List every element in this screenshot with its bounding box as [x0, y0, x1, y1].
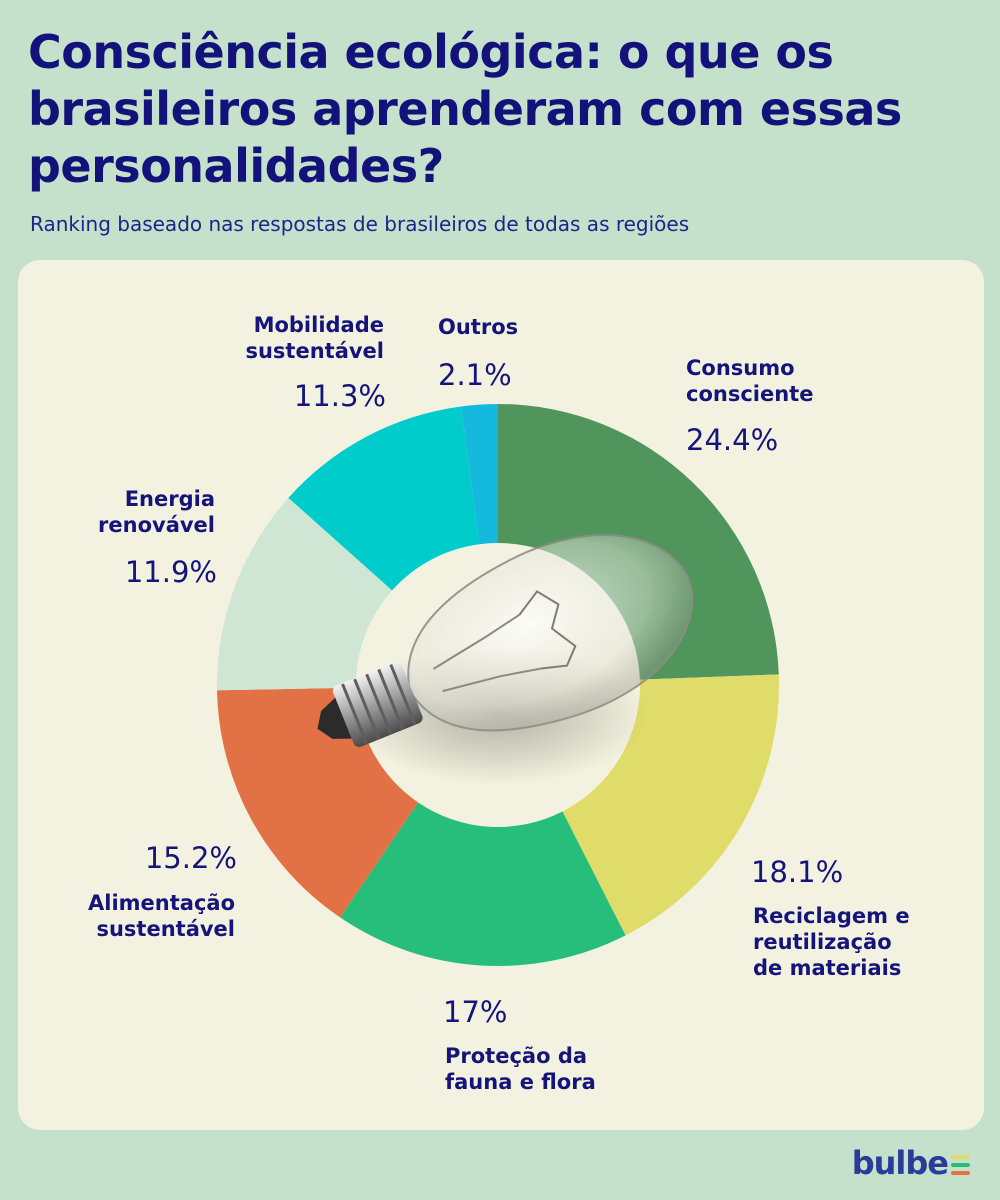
- labels-group: Consumo consciente 24.4% 18.1% Reciclagem…: [88, 313, 910, 1094]
- value-mobilidade: 11.3%: [294, 379, 386, 413]
- brand-name: bulbe: [851, 1144, 949, 1182]
- slice-reciclagem: [562, 674, 780, 936]
- label-energia: Energia renovável: [98, 487, 215, 537]
- value-consumo-consciente: 24.4%: [686, 423, 778, 457]
- value-outros: 2.1%: [438, 358, 512, 392]
- slice-mobilidade: [288, 406, 480, 591]
- value-energia: 11.9%: [125, 555, 217, 589]
- value-protecao: 17%: [443, 995, 507, 1029]
- label-reciclagem: Reciclagem e reutilização de materiais: [753, 904, 910, 980]
- slice-protecao: [340, 802, 626, 966]
- label-mobilidade: Mobilidade sustentável: [245, 313, 384, 363]
- light-bulb-image: [317, 534, 694, 785]
- chart-subtitle: Ranking baseado nas respostas de brasile…: [30, 212, 690, 236]
- label-alimentacao: Alimentação sustentável: [88, 891, 235, 941]
- chart-title: Consciência ecológica: o que os brasilei…: [28, 25, 902, 193]
- value-alimentacao: 15.2%: [145, 841, 237, 875]
- label-consumo-consciente: Consumo consciente: [686, 356, 813, 406]
- chart-card: Consumo consciente 24.4% 18.1% Reciclagem…: [18, 260, 984, 1130]
- brand-mark-icon: [951, 1155, 970, 1175]
- slice-energia: [217, 497, 393, 691]
- donut-chart: Consumo consciente 24.4% 18.1% Reciclagem…: [88, 313, 910, 1094]
- label-outros: Outros: [438, 315, 518, 339]
- slice-outros: [461, 404, 498, 545]
- value-reciclagem: 18.1%: [751, 855, 843, 889]
- label-protecao: Proteção da fauna e flora: [445, 1044, 596, 1094]
- brand-logo: bulbe: [852, 1144, 972, 1182]
